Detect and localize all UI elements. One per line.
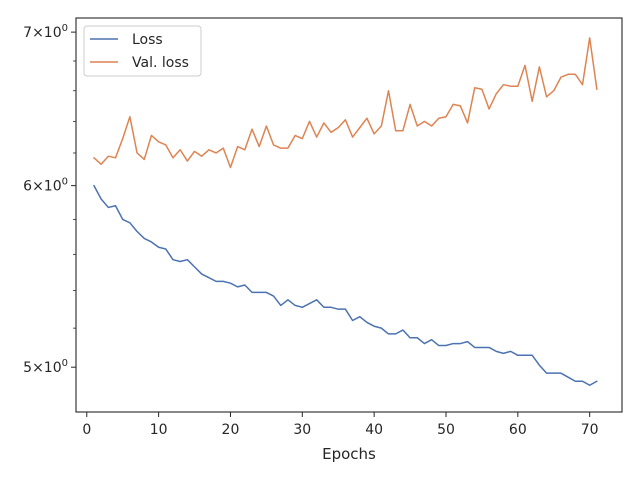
x-tick-label: 50: [437, 422, 455, 438]
y-tick-label: 7×100: [23, 23, 68, 41]
y-tick-label: 6×100: [23, 177, 68, 195]
series-layer: [93, 37, 598, 387]
series-line-0: [93, 184, 598, 387]
x-tick-label: 10: [150, 422, 168, 438]
x-tick-label: 70: [581, 422, 599, 438]
legend-label-0: Loss: [132, 32, 163, 48]
legend-label-1: Val. loss: [132, 55, 189, 71]
plot-frame: [75, 17, 623, 413]
x-tick-label: 20: [222, 422, 240, 438]
axes-layer: 0 10 20 30 40 50 60 70 5×100 6×100 7×100: [23, 17, 623, 438]
x-tick-label: 40: [365, 422, 383, 438]
x-axis-label: Epochs: [322, 445, 376, 463]
y-tick-label: 5×100: [23, 358, 68, 376]
x-tick-label: 30: [293, 422, 311, 438]
x-tick-label: 60: [509, 422, 527, 438]
x-tick-label: 0: [82, 422, 91, 438]
legend: Loss Val. loss: [83, 25, 202, 77]
series-line-1: [93, 37, 598, 169]
